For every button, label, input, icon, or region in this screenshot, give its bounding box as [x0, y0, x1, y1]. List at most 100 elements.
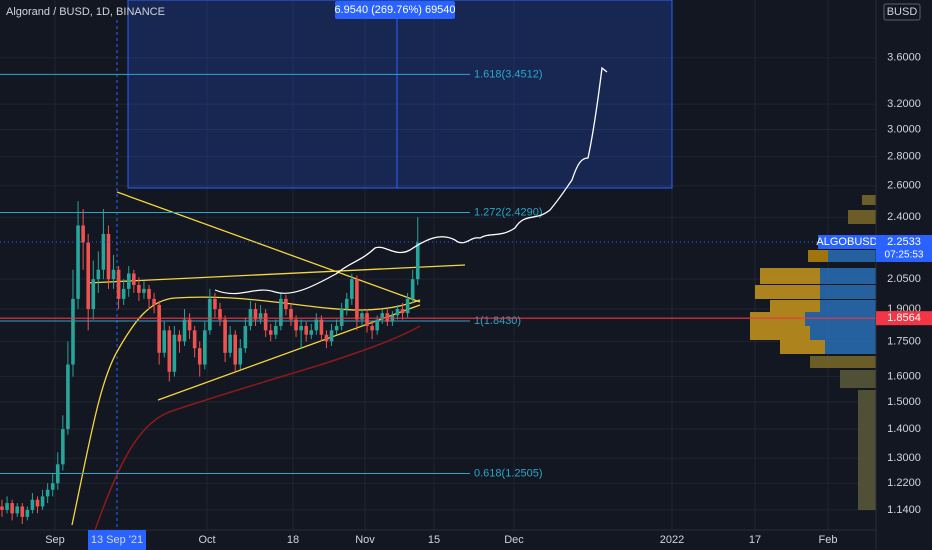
projection-path	[335, 66, 608, 275]
candle-body	[10, 503, 14, 514]
x-tick-label: Feb	[819, 534, 838, 546]
axis-layer: 1.1400 1.2200 1.3000 1.4000 1.5000 1.6000 1.75…	[45, 52, 932, 550]
candle-body	[314, 319, 319, 331]
candle-body	[213, 298, 217, 310]
candle-body	[339, 309, 344, 326]
candle-body	[299, 325, 303, 331]
candle-body	[126, 273, 131, 289]
candle-body	[132, 273, 136, 285]
candle-body	[101, 233, 106, 270]
candle-body	[76, 225, 80, 299]
measure-box	[335, 1, 455, 19]
candle-body	[152, 298, 156, 305]
series-name: ALGOBUSD	[816, 236, 877, 248]
candle-body	[5, 503, 9, 510]
candle-body	[121, 288, 126, 299]
candle-body	[30, 499, 35, 510]
y-tick-label: 1.2200	[887, 477, 921, 489]
x-tick-label: Nov	[355, 534, 375, 546]
candle-body	[40, 496, 45, 507]
candle-body	[329, 330, 334, 342]
volume-profile	[750, 195, 876, 510]
candle-body	[370, 325, 374, 331]
y-tick-label: 1.4000	[887, 423, 921, 435]
fib-label: 1(1.8430)	[474, 315, 521, 327]
y-tick-label: 1.6000	[887, 371, 921, 383]
candle-body	[258, 313, 263, 320]
candle-body	[147, 288, 151, 299]
candle-body	[304, 325, 308, 335]
price-axis	[876, 0, 932, 550]
candle-body	[25, 509, 30, 517]
candle-body	[15, 506, 20, 514]
candle-body	[106, 233, 111, 280]
candle-body	[111, 269, 116, 280]
candle-body	[410, 279, 415, 299]
y-tick-label: 1.3000	[887, 452, 921, 464]
candle-body	[238, 348, 243, 365]
y-tick-label: 2.8000	[887, 151, 921, 163]
candle-body	[289, 309, 293, 320]
candle-body	[142, 288, 146, 293]
candle-body	[66, 364, 70, 430]
candle-body	[375, 319, 379, 331]
candle-body	[365, 313, 369, 326]
x-tick-label: Sep	[45, 534, 65, 546]
y-tick-label: 3.2000	[887, 98, 921, 110]
candle-body	[233, 334, 238, 365]
candle-body	[360, 313, 364, 320]
marker-price-box	[876, 311, 932, 326]
candle-body	[162, 330, 167, 353]
moving-average-slow	[94, 325, 421, 531]
candle-body	[182, 319, 187, 342]
candle-body	[334, 325, 339, 331]
candle-body	[380, 313, 385, 320]
x-tick-label: 17	[749, 534, 761, 546]
candle-body	[350, 279, 354, 299]
candle-body	[172, 334, 177, 372]
candle-body	[218, 309, 222, 320]
x-tick-label: Oct	[198, 534, 215, 546]
series-name-box	[818, 235, 876, 250]
y-tick-label: 2.0500	[887, 273, 921, 285]
fib-label: 0.618(1.2505)	[474, 467, 543, 479]
candle-body	[395, 309, 400, 316]
candle-body	[279, 298, 283, 326]
y-tick-label: 3.6000	[887, 52, 921, 64]
trendline-upper	[116, 191, 421, 303]
y-tick-label: 3.0000	[887, 123, 921, 135]
candle-body	[415, 242, 420, 280]
candle-body	[309, 330, 314, 335]
candle-body	[116, 269, 121, 299]
candle-body	[243, 325, 248, 349]
trendline-horizontal	[86, 264, 466, 284]
moving-average-fast	[71, 296, 421, 526]
candle-body	[253, 309, 258, 320]
x-tick-label: 18	[287, 534, 299, 546]
candle-body	[400, 309, 405, 314]
candle-body	[208, 298, 212, 331]
y-tick-label: 1.1400	[887, 504, 921, 516]
candle-body	[197, 348, 202, 365]
candle-body	[223, 319, 227, 353]
candle-body	[268, 330, 273, 335]
countdown: 07:25:53	[885, 250, 924, 261]
projection-box	[127, 0, 673, 189]
candle-body	[203, 330, 207, 365]
candle-body	[0, 506, 4, 510]
candle-body	[137, 284, 141, 293]
y-tick-label: 2.4000	[887, 211, 921, 223]
candle-body	[177, 334, 182, 342]
candle-body	[344, 298, 349, 310]
fib-label: 1.272(2.4290)	[474, 206, 543, 218]
candle-body	[55, 464, 60, 484]
candle-body	[61, 429, 65, 465]
candle-body	[405, 298, 410, 314]
candle-body	[228, 334, 232, 353]
x-tick-label: 2022	[660, 534, 684, 546]
last-price-box	[876, 235, 932, 263]
x-tick-label: 15	[428, 534, 440, 546]
candle-body	[35, 499, 40, 507]
x-tick-label: Dec	[504, 534, 524, 546]
